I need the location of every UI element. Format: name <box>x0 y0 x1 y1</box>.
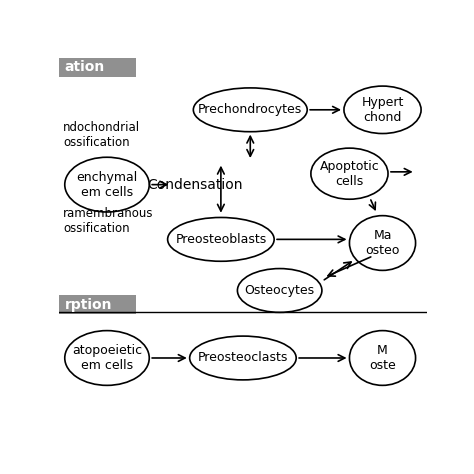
Text: ndochondrial
ossification: ndochondrial ossification <box>63 121 140 149</box>
Text: Condensation: Condensation <box>147 178 243 191</box>
Text: ramembranous
ossification: ramembranous ossification <box>63 207 154 235</box>
Text: M
oste: M oste <box>369 344 396 372</box>
Text: atopoeietic
em cells: atopoeietic em cells <box>72 344 142 372</box>
FancyBboxPatch shape <box>59 295 137 314</box>
Text: Preosteoclasts: Preosteoclasts <box>198 352 288 365</box>
Text: Ma
osteo: Ma osteo <box>365 229 400 257</box>
Text: Apoptotic
cells: Apoptotic cells <box>319 160 379 188</box>
Text: enchymal
em cells: enchymal em cells <box>76 171 137 199</box>
Text: rption: rption <box>65 298 112 312</box>
Text: Osteocytes: Osteocytes <box>245 284 315 297</box>
Text: Preosteoblasts: Preosteoblasts <box>175 233 266 246</box>
Text: ation: ation <box>65 61 105 74</box>
FancyBboxPatch shape <box>59 58 137 77</box>
Text: Hypert
chond: Hypert chond <box>361 96 404 124</box>
Text: Prechondrocytes: Prechondrocytes <box>198 103 302 116</box>
